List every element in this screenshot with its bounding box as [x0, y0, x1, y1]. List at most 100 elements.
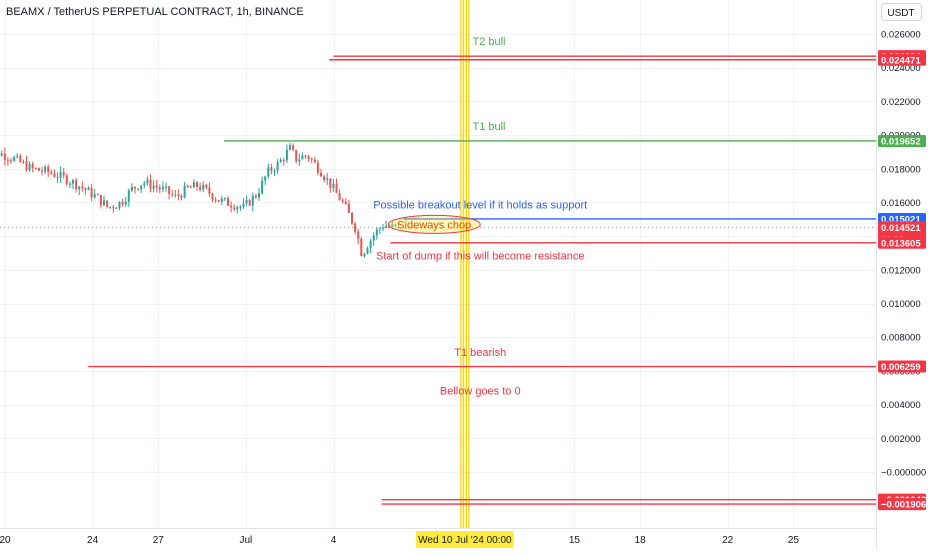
- candle-body: [267, 167, 270, 177]
- candle-body: [254, 195, 257, 198]
- candle-body: [84, 188, 87, 191]
- candle-body: [127, 190, 130, 202]
- price-badge-label: 0.015021: [881, 214, 921, 225]
- candle-body: [316, 162, 319, 173]
- candle-body: [230, 205, 233, 208]
- y-tick-label: 0.012000: [881, 265, 921, 276]
- price-badge-label: 0.014521: [881, 223, 921, 234]
- candle-body: [273, 170, 276, 172]
- candle-body: [62, 171, 65, 176]
- candle-body: [205, 184, 208, 188]
- candle-body: [106, 200, 109, 207]
- candle-body: [44, 166, 47, 172]
- y-tick-label: 0.002000: [881, 434, 921, 445]
- candle-body: [326, 178, 329, 180]
- y-tick-label: 0.008000: [881, 333, 921, 344]
- candle-body: [130, 186, 133, 191]
- candle-body: [68, 183, 71, 185]
- candle-body: [301, 155, 304, 160]
- candle-body: [146, 179, 149, 184]
- candle-body: [295, 149, 298, 162]
- crosshair-band: [459, 0, 470, 528]
- candle-body: [174, 194, 177, 196]
- candle-body: [183, 185, 186, 198]
- candle-body: [59, 171, 62, 178]
- candle-body: [168, 186, 171, 194]
- x-tick-label: 27: [153, 535, 165, 546]
- candle-body: [37, 168, 40, 171]
- candle-body: [202, 184, 205, 190]
- candle-body: [378, 228, 381, 230]
- candle-body: [285, 149, 288, 161]
- annotation-text: T1 bearish: [454, 347, 506, 359]
- candle-body: [47, 166, 50, 173]
- candle-body: [124, 201, 127, 205]
- annotations: T2 bull T1 bull Possible breakout level if…: [373, 36, 587, 398]
- crosshair-highlight: [459, 0, 470, 528]
- candle-body: [96, 194, 99, 196]
- candles: [0, 142, 400, 259]
- candle-body: [360, 238, 363, 257]
- candle-body: [87, 187, 90, 191]
- candle-body: [320, 172, 322, 177]
- candle-body: [189, 186, 192, 188]
- candle-body: [149, 179, 152, 189]
- price-badges: 0.0246840.0244710.0196520.0150210.014521…: [878, 50, 926, 511]
- price-badge: [878, 236, 926, 249]
- x-tick-label: 18: [635, 535, 647, 546]
- candle-body: [292, 145, 295, 150]
- candle-body: [180, 195, 183, 198]
- annotation-text: Bellow goes to 0: [440, 386, 521, 398]
- price-badge: [878, 360, 926, 373]
- candle-body: [121, 201, 124, 205]
- candle-body: [140, 185, 143, 190]
- candle-body: [78, 186, 81, 190]
- y-tick-label: 0.018000: [881, 164, 921, 175]
- candle-body: [158, 187, 161, 190]
- price-badge-label: 0.013605: [881, 238, 921, 249]
- candle-body: [351, 212, 353, 224]
- candle-body: [99, 194, 102, 206]
- candle-body: [93, 194, 96, 198]
- candle-body: [264, 176, 267, 181]
- x-tick-label: 4: [331, 535, 337, 546]
- candle-body: [177, 194, 180, 196]
- candle-body: [304, 155, 307, 157]
- candle-body: [338, 192, 341, 201]
- candle-body: [270, 167, 273, 172]
- candle-body: [363, 253, 366, 257]
- price-badge: [878, 134, 926, 147]
- price-badge: [878, 498, 926, 511]
- y-tick-label: 0.024000: [881, 63, 921, 74]
- price-badge: [878, 53, 926, 66]
- candle-body: [323, 176, 326, 180]
- candle-body: [329, 178, 332, 188]
- candle-body: [354, 223, 357, 232]
- candle-body: [261, 180, 264, 194]
- candle-body: [248, 200, 251, 206]
- candle-body: [227, 198, 229, 206]
- candle-body: [375, 229, 378, 236]
- candle-body: [382, 227, 384, 229]
- currency-button[interactable]: USDT: [881, 3, 922, 21]
- candle-body: [282, 159, 285, 161]
- candle-body: [0, 153, 3, 156]
- candle-body: [103, 200, 105, 206]
- candle-body: [372, 235, 375, 241]
- candle-body: [208, 187, 211, 194]
- candle-body: [41, 170, 43, 172]
- candle-body: [310, 158, 313, 160]
- candle-body: [217, 200, 220, 202]
- x-tick-label: 24: [87, 535, 99, 546]
- candle-body: [50, 172, 53, 174]
- candle-body: [211, 193, 214, 200]
- candle-body: [397, 223, 400, 225]
- candle-body: [53, 173, 56, 177]
- candle-body: [112, 206, 115, 209]
- candle-body: [391, 224, 394, 228]
- candle-body: [298, 159, 301, 162]
- candle-body: [344, 201, 347, 204]
- annotation-text: Start of dump if this will become resist…: [376, 251, 584, 263]
